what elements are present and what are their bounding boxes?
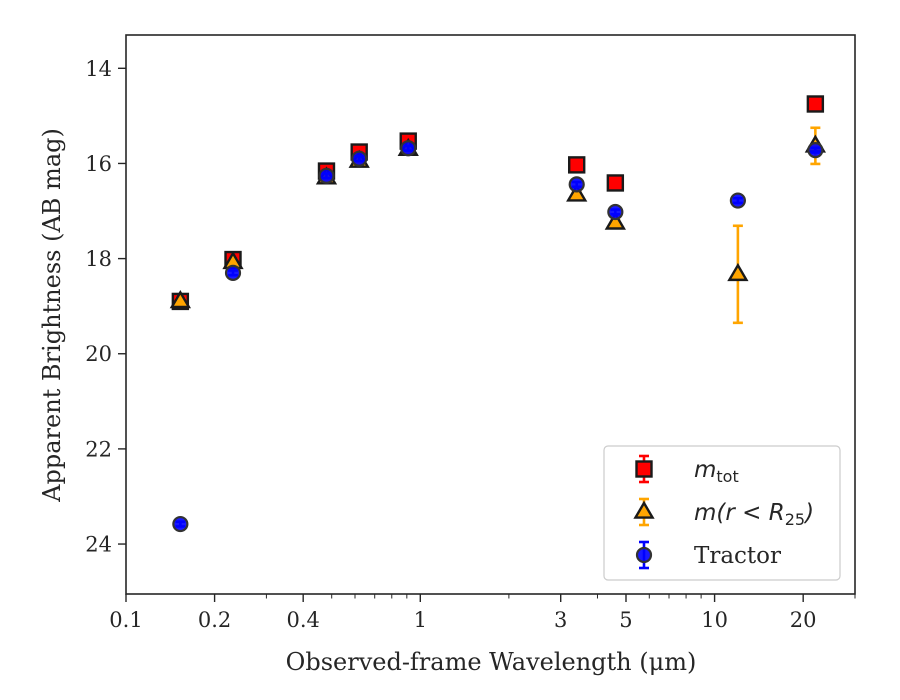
y-axis-label: Apparent Brightness (AB mag)	[38, 128, 66, 503]
y-tick-label: 20	[85, 342, 112, 366]
legend-label-tail: )	[803, 500, 814, 526]
triangle-marker	[604, 211, 626, 230]
x-axis-label: Observed-frame Wavelength (μm)	[286, 648, 697, 676]
x-tick-label: 0.2	[198, 608, 231, 632]
data-point	[169, 290, 191, 309]
circle-marker	[224, 264, 242, 281]
data-point	[806, 95, 825, 113]
data-point	[606, 174, 625, 192]
legend-label: Tractor	[694, 543, 781, 569]
data-point	[318, 167, 335, 184]
triangle-marker	[169, 290, 191, 309]
legend-label-sub: tot	[716, 467, 738, 486]
series-0	[171, 95, 825, 311]
legend-label: m(r < R25)	[694, 500, 814, 529]
plot-frame	[125, 34, 856, 595]
data-marks	[169, 95, 827, 533]
circle-marker	[807, 142, 824, 159]
legend-entry: mtot	[635, 454, 739, 486]
x-tick-label: 1	[414, 608, 427, 632]
y-tick-label: 14	[85, 57, 112, 81]
y-tick-label: 16	[85, 152, 112, 176]
axes: 0.1 0.2 0.4 1 3 5 10 20 14 16 18 20 22 24	[85, 34, 856, 632]
legend-label-main: m(r < R	[694, 500, 785, 526]
data-point	[172, 515, 189, 533]
legend: mtot m(r < R25) Tractor	[603, 445, 841, 581]
x-tick-label: 0.4	[286, 608, 319, 632]
legend-label-main: Tractor	[694, 543, 781, 569]
triangle-marker	[566, 183, 588, 202]
circle-marker	[351, 150, 368, 167]
data-point	[568, 176, 585, 193]
x-tick-label: 3	[554, 608, 567, 632]
legend-label: mtot	[694, 457, 739, 486]
data-point	[729, 192, 746, 209]
data-point	[807, 142, 824, 159]
legend-label-main: m	[694, 457, 716, 483]
y-tick-label: 18	[85, 247, 112, 271]
circle-marker	[635, 546, 653, 564]
data-point	[400, 140, 417, 157]
square-marker	[635, 460, 653, 478]
data-point	[727, 224, 749, 325]
series-1	[169, 126, 827, 325]
x-tick-label: 10	[701, 608, 728, 632]
triangle-marker	[633, 500, 655, 519]
square-marker	[568, 156, 586, 174]
circle-marker	[318, 167, 335, 184]
square-marker	[806, 95, 825, 113]
legend-entry: Tractor	[635, 540, 781, 570]
legend-entry: m(r < R25)	[633, 497, 814, 529]
legend-box	[603, 445, 841, 581]
y-tick-label: 24	[85, 533, 112, 557]
x-tick-label: 5	[619, 608, 632, 632]
data-point	[568, 156, 586, 174]
data-point	[351, 150, 368, 167]
circle-marker	[400, 140, 417, 157]
circle-marker	[607, 203, 624, 221]
y-tick-label: 22	[85, 437, 112, 461]
square-marker	[606, 174, 625, 192]
triangle-marker	[727, 262, 749, 282]
series-2	[172, 140, 824, 533]
x-tick-label: 20	[790, 608, 817, 632]
circle-marker	[729, 192, 746, 209]
data-point	[607, 203, 624, 221]
circle-marker	[172, 515, 189, 533]
data-point	[224, 264, 242, 281]
legend-label-sub: 25	[785, 510, 805, 529]
data-point	[604, 211, 626, 230]
x-tick-label: 0.1	[109, 608, 142, 632]
circle-marker	[568, 176, 585, 193]
